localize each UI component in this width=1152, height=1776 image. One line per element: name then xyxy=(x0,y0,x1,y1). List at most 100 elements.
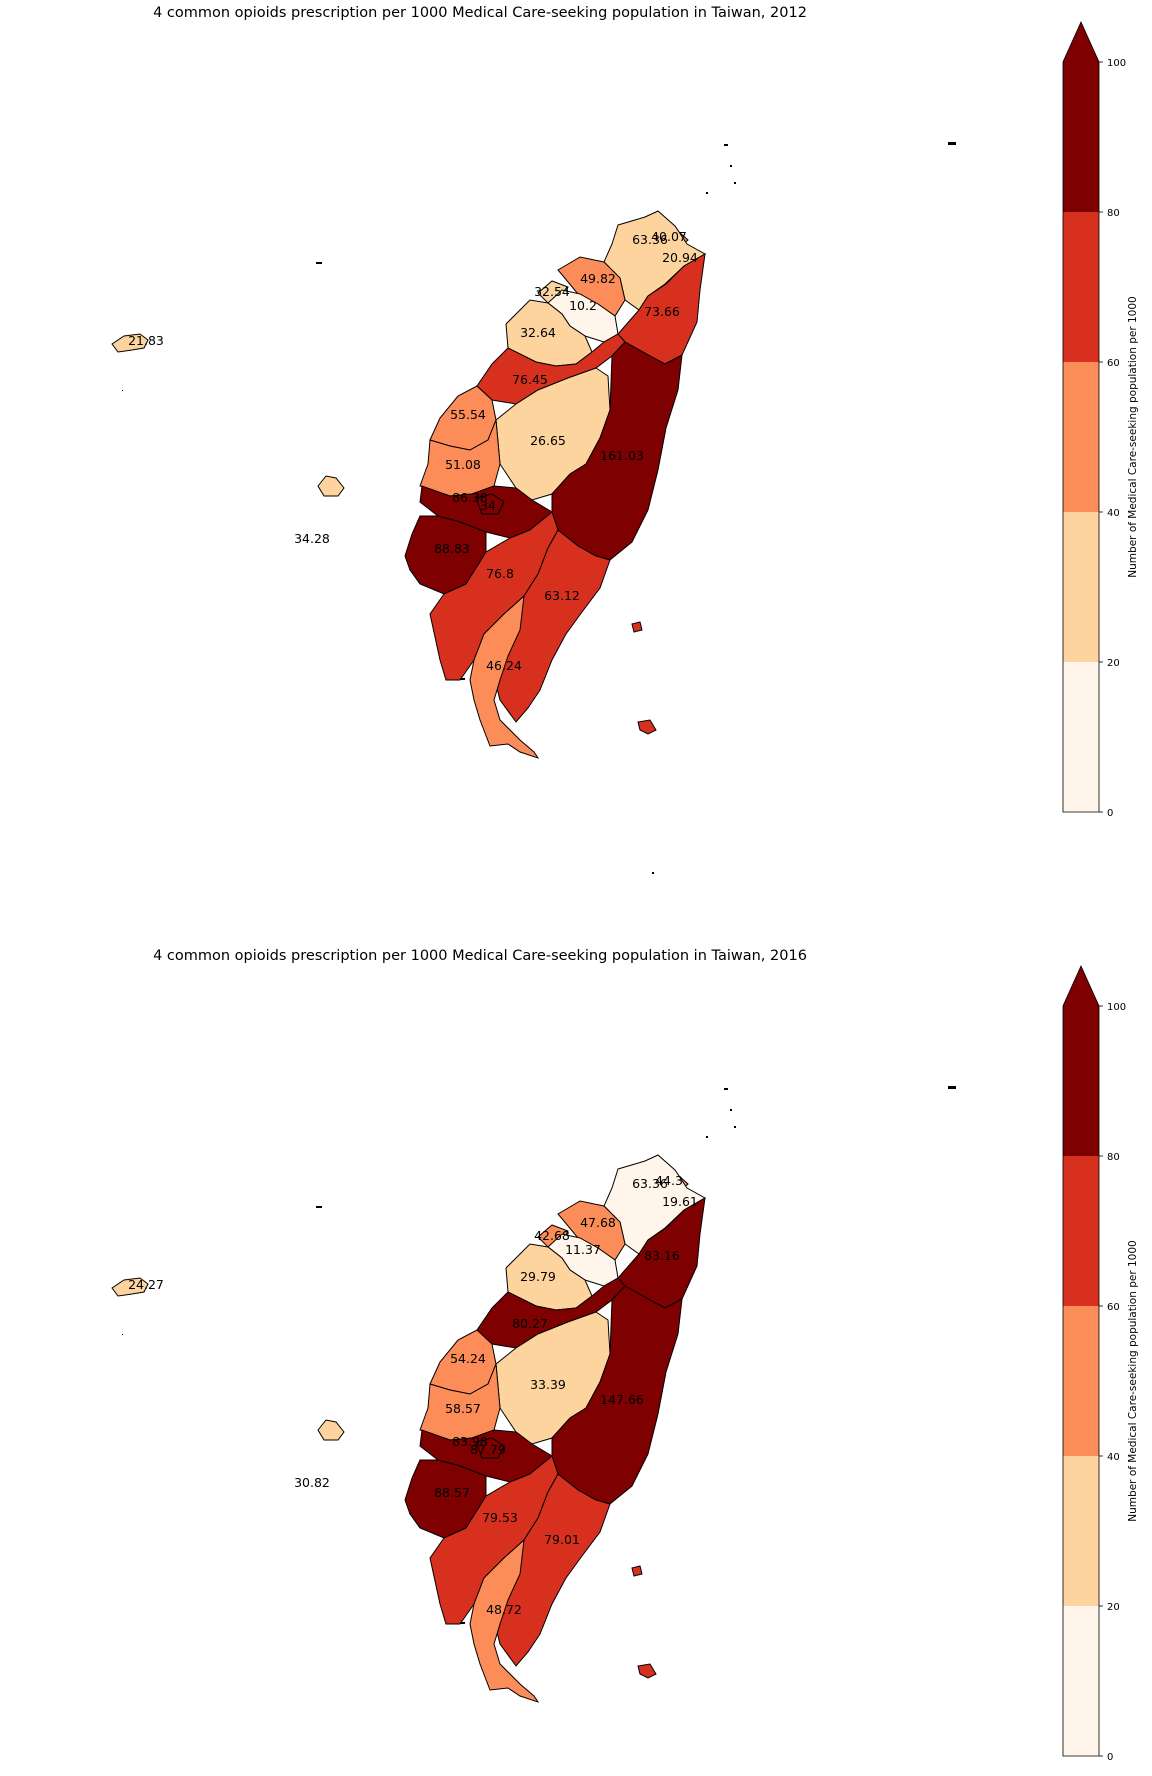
colorbar-segment xyxy=(1063,1306,1099,1456)
colorbar-tick-label: 100 xyxy=(1107,1002,1126,1013)
value-label-taipei-city: 63.36 xyxy=(632,232,668,247)
region-pingtung-county xyxy=(469,594,540,759)
region-penghu-county xyxy=(317,1419,345,1441)
colorbar-tick-label: 0 xyxy=(1107,808,1113,819)
value-label-kaohsiung-city: 76.8 xyxy=(486,566,514,581)
islet-shape xyxy=(734,182,736,184)
colorbar-tick-label: 100 xyxy=(1107,58,1126,69)
region-kinmen-county xyxy=(111,1277,149,1297)
islet-shape xyxy=(631,621,643,633)
value-label-keelung-city: 40.07 xyxy=(651,229,687,244)
colorbar: 0 20 40 60 80 100 Number of Medical Care-seeki… xyxy=(1062,21,1139,819)
value-label-penghu-county: 30.82 xyxy=(294,1475,330,1490)
islet-shape xyxy=(948,1086,956,1089)
value-label-chiayi-county: 86.38 xyxy=(452,490,488,505)
choropleth-map-2016: 4 common opioids prescription per 1000 M… xyxy=(111,948,1139,1763)
colorbar-tick-label: 20 xyxy=(1107,658,1120,669)
value-label-taitung-county: 63.12 xyxy=(544,588,580,603)
islet-shape xyxy=(460,1622,465,1624)
value-label-hualien-county: 161.03 xyxy=(600,448,644,463)
colorbar-segment xyxy=(1063,1156,1099,1306)
colorbar-tick-label: 60 xyxy=(1107,358,1120,369)
region-layer xyxy=(111,142,956,874)
map-panel-2016: 4 common opioids prescription per 1000 M… xyxy=(0,888,1152,1776)
value-label-taichung-city: 80.27 xyxy=(512,1316,548,1331)
value-label-yilan-county: 83.16 xyxy=(644,1248,680,1263)
value-label-yilan-county: 73.66 xyxy=(644,304,680,319)
islet-shape xyxy=(730,1109,732,1111)
colorbar-segment xyxy=(1063,662,1099,812)
value-label-tainan-city: 88.57 xyxy=(434,1485,470,1500)
colorbar-tick-label: 60 xyxy=(1107,1302,1120,1313)
value-label-yunlin-county: 58.57 xyxy=(445,1401,481,1416)
colorbar-extend-arrow xyxy=(1063,22,1099,62)
value-label-keelung-city: 44.3 xyxy=(655,1173,683,1188)
value-label-tainan-city: 88.83 xyxy=(434,541,470,556)
colorbar-segment xyxy=(1063,1606,1099,1756)
islet-shape xyxy=(460,678,465,680)
colorbar-outline xyxy=(1062,21,1100,813)
value-label-taoyuan: 47.68 xyxy=(580,1215,616,1230)
map-title: 4 common opioids prescription per 1000 M… xyxy=(153,948,807,964)
colorbar-segment xyxy=(1063,62,1099,212)
value-label-pingtung-county: 48.72 xyxy=(486,1602,522,1617)
colorbar: 0 20 40 60 80 100 Number of Medical Care-seeki… xyxy=(1062,965,1139,1763)
colorbar-tick-label: 40 xyxy=(1107,1452,1120,1463)
islet-shape xyxy=(730,165,732,167)
value-label-nantou-county: 26.65 xyxy=(530,433,566,448)
value-label-penghu-county: 34.28 xyxy=(294,531,330,546)
region-pingtung-county xyxy=(469,1538,540,1703)
value-label-hsinchu-county: 10.2 xyxy=(569,298,597,313)
value-label-miaoli-county: 32.64 xyxy=(520,325,556,340)
islet-shape xyxy=(652,872,654,874)
value-label-taipei-city: 63.36 xyxy=(632,1176,668,1191)
value-label-taoyuan: 49.82 xyxy=(580,271,616,286)
islet-shape xyxy=(948,142,956,145)
islet-shape xyxy=(122,1334,123,1335)
value-label-taichung-city: 76.45 xyxy=(512,372,548,387)
value-label-yunlin-county: 51.08 xyxy=(445,457,481,472)
colorbar-segment xyxy=(1063,212,1099,362)
value-label-kaohsiung-city: 79.53 xyxy=(482,1510,518,1525)
colorbar-tick-label: 40 xyxy=(1107,508,1120,519)
colorbar-outline xyxy=(1062,965,1100,1757)
value-label-hsinchu-county: 11.37 xyxy=(565,1242,601,1257)
region-layer xyxy=(111,1086,956,1703)
value-label-nantou-county: 33.39 xyxy=(530,1377,566,1392)
colorbar-tick-label: 0 xyxy=(1107,1752,1113,1763)
colorbar-tick-label: 20 xyxy=(1107,1602,1120,1613)
value-label-miaoli-county: 29.79 xyxy=(520,1269,556,1284)
islet-shape xyxy=(122,390,123,391)
islet-shape xyxy=(724,1088,728,1090)
value-label-kinmen-county: 24.27 xyxy=(128,1277,164,1292)
islet-shape xyxy=(724,144,728,146)
islet-shape xyxy=(637,1663,657,1679)
value-label-taitung-county: 79.01 xyxy=(544,1532,580,1547)
region-hualien-county xyxy=(551,341,683,561)
value-label-changhua-county: 55.54 xyxy=(450,407,486,422)
choropleth-map-2012: 4 common opioids prescription per 1000 M… xyxy=(111,5,1139,874)
value-label-chiayi-county: 83.98 xyxy=(452,1434,488,1449)
islet-shape xyxy=(316,1206,322,1208)
region-chiayi-city xyxy=(475,1437,505,1459)
colorbar-label: Number of Medical Care-seeking populatio… xyxy=(1127,296,1139,577)
islet-shape xyxy=(637,719,657,735)
value-label-hualien-county: 147.66 xyxy=(600,1392,644,1407)
region-chiayi-city xyxy=(475,493,505,515)
colorbar-label: Number of Medical Care-seeking populatio… xyxy=(1127,1240,1139,1521)
islet-shape xyxy=(734,1126,736,1128)
colorbar-segment xyxy=(1063,362,1099,512)
islet-shape xyxy=(631,1565,643,1577)
value-label-kinmen-county: 21.83 xyxy=(128,333,164,348)
colorbar-segment xyxy=(1063,1456,1099,1606)
islet-shape xyxy=(706,192,708,194)
colorbar-segment xyxy=(1063,1006,1099,1156)
islet-shape xyxy=(706,1136,708,1138)
value-label-new-taipei-city: 19.61 xyxy=(662,1194,698,1209)
region-kinmen-county xyxy=(111,333,149,353)
region-hualien-county xyxy=(551,1285,683,1505)
colorbar-tick-label: 80 xyxy=(1107,1152,1120,1163)
value-label-new-taipei-city: 20.94 xyxy=(662,250,698,265)
